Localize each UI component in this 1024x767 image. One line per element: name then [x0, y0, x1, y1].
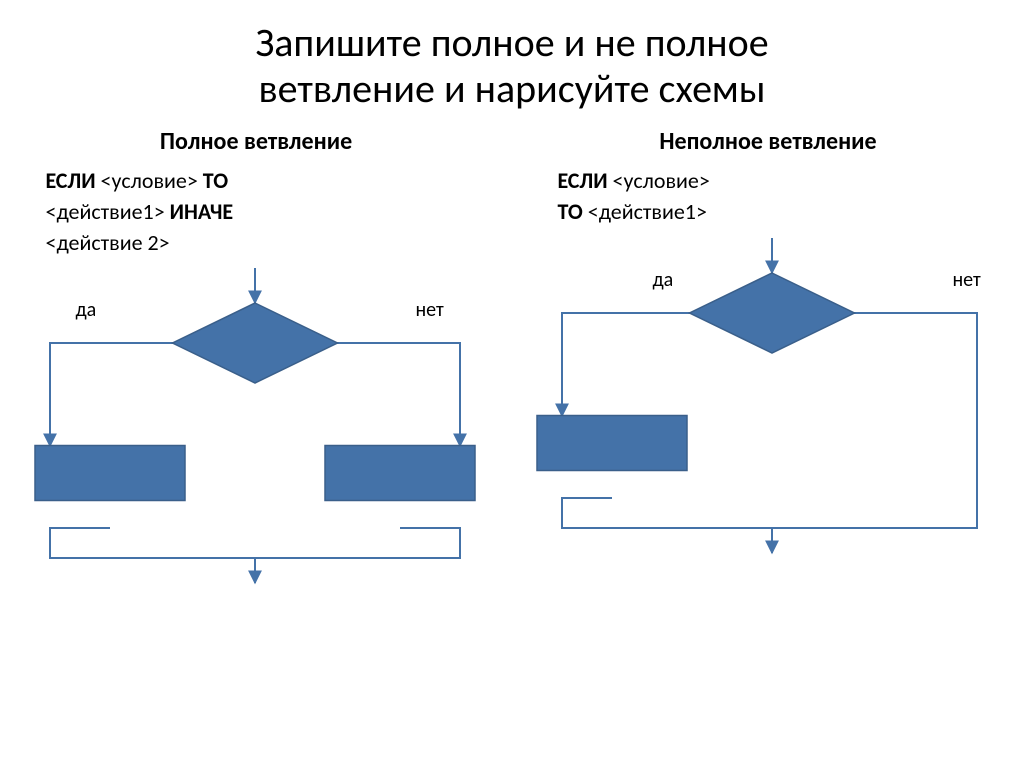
- column-partial: Неполное ветвление ЕСЛИ <условие>ТО <дей…: [532, 127, 1003, 588]
- partial-diagram: данетУсловиеДействие 1: [532, 228, 1003, 558]
- title-line-1: Запишите полное и не полное: [255, 18, 768, 67]
- column-full: Полное ветвление ЕСЛИ <условие> ТО<дейст…: [20, 127, 491, 588]
- columns: Полное ветвление ЕСЛИ <условие> ТО<дейст…: [0, 127, 1024, 588]
- full-heading: Полное ветвление: [20, 127, 491, 156]
- full-pseudocode: ЕСЛИ <условие> ТО<действие1> ИНАЧЕ<дейст…: [20, 166, 491, 258]
- partial-heading: Неполное ветвление: [532, 127, 1003, 156]
- full-diagram: данетУсловиеДействие 1Действие 2: [20, 258, 491, 588]
- partial-pseudocode: ЕСЛИ <условие>ТО <действие1>: [532, 166, 1003, 228]
- page-title: Запишите полное и не полное ветвление и …: [0, 0, 1024, 112]
- title-line-2: ветвление и нарисуйте схемы: [258, 64, 765, 113]
